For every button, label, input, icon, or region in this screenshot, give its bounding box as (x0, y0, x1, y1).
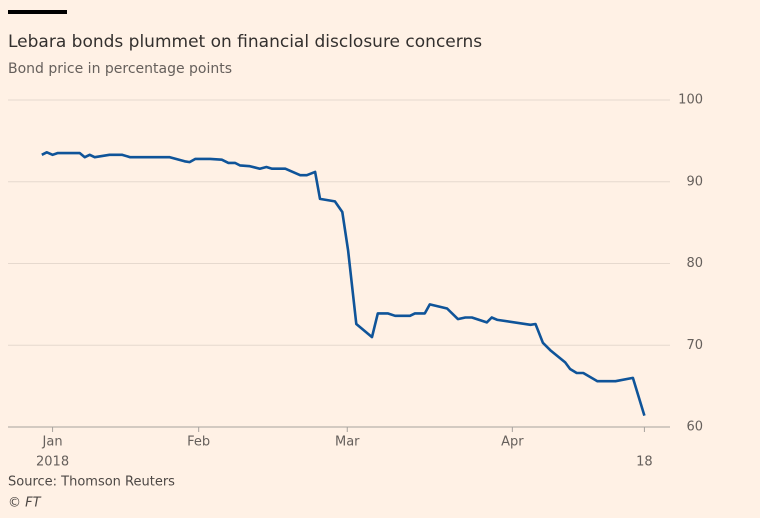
credit: © FT (8, 496, 42, 511)
chart-subtitle: Bond price in percentage points (8, 61, 232, 77)
y-tick-label: 100 (678, 93, 703, 108)
source: Source: Thomson Reuters (8, 475, 175, 490)
y-tick-label: 80 (686, 256, 703, 271)
y-tick-label: 70 (686, 338, 703, 353)
y-tick-label: 60 (686, 420, 703, 435)
x-tick-label: Apr (501, 435, 524, 450)
chart-title: Lebara bonds plummet on financial disclo… (8, 32, 482, 52)
y-tick-label: 90 (686, 174, 703, 189)
x-tick-sublabel: 18 (636, 455, 653, 470)
brand-bar (8, 10, 67, 14)
line-series (41, 151, 646, 416)
x-tick-label: Feb (187, 435, 210, 450)
x-tick-label: Jan (42, 435, 63, 450)
x-tick-label: Mar (335, 435, 360, 450)
x-tick-sublabel: 2018 (36, 455, 69, 470)
